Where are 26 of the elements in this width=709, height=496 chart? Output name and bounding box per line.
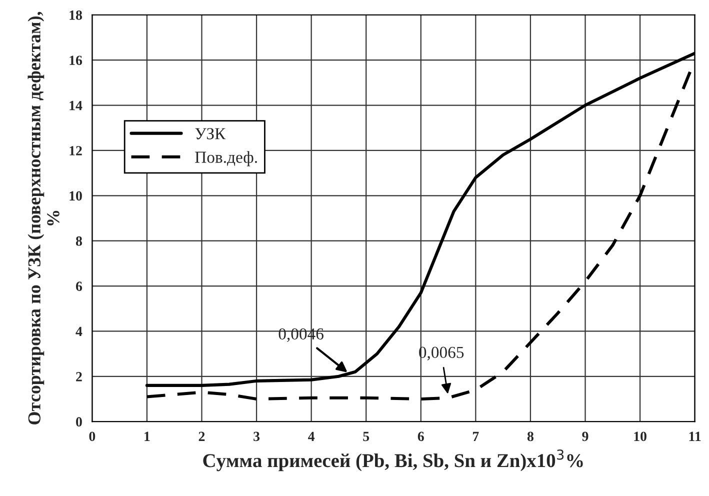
x-tick-label: 2 xyxy=(198,432,205,441)
legend-label: УЗК xyxy=(195,128,226,140)
x-tick-label: 8 xyxy=(527,432,534,442)
x-tick-label: 4 xyxy=(308,432,315,441)
legend-label: Пов.деф. xyxy=(195,151,257,166)
y-tick-label: 8 xyxy=(76,236,82,246)
x-tick-label: 3 xyxy=(254,432,260,442)
x-tick-label: 0 xyxy=(89,432,96,442)
x-tick-label: 6 xyxy=(418,432,424,442)
y-tick-label: 14 xyxy=(70,100,82,110)
x-tick-label: 11 xyxy=(689,432,701,441)
y-tick-label: 16 xyxy=(70,56,82,66)
y-tick-label: 18 xyxy=(70,10,82,20)
x-axis-title: Сумма примесей (Pb, Bi, Sb, Sn и Zn)x10$^{3}$% xyxy=(203,449,583,472)
y-axis-title: Отсортировка по УЗК (поверхностным дефектам), % xyxy=(28,12,60,424)
x-tick-label: 10 xyxy=(634,432,646,442)
x-tick-label: 7 xyxy=(472,432,479,441)
x-tick-label: 5 xyxy=(363,432,370,442)
y-tick-label: 12 xyxy=(70,146,82,156)
y-tick-label: 2 xyxy=(76,372,82,382)
x-tick-label: 1 xyxy=(144,432,150,441)
y-tick-label: 0 xyxy=(76,417,82,427)
y-tick-label: 4 xyxy=(76,326,82,336)
y-tick-label: 6 xyxy=(76,282,82,291)
y-tick-label: 10 xyxy=(70,191,82,201)
x-tick-label: 9 xyxy=(582,432,588,442)
